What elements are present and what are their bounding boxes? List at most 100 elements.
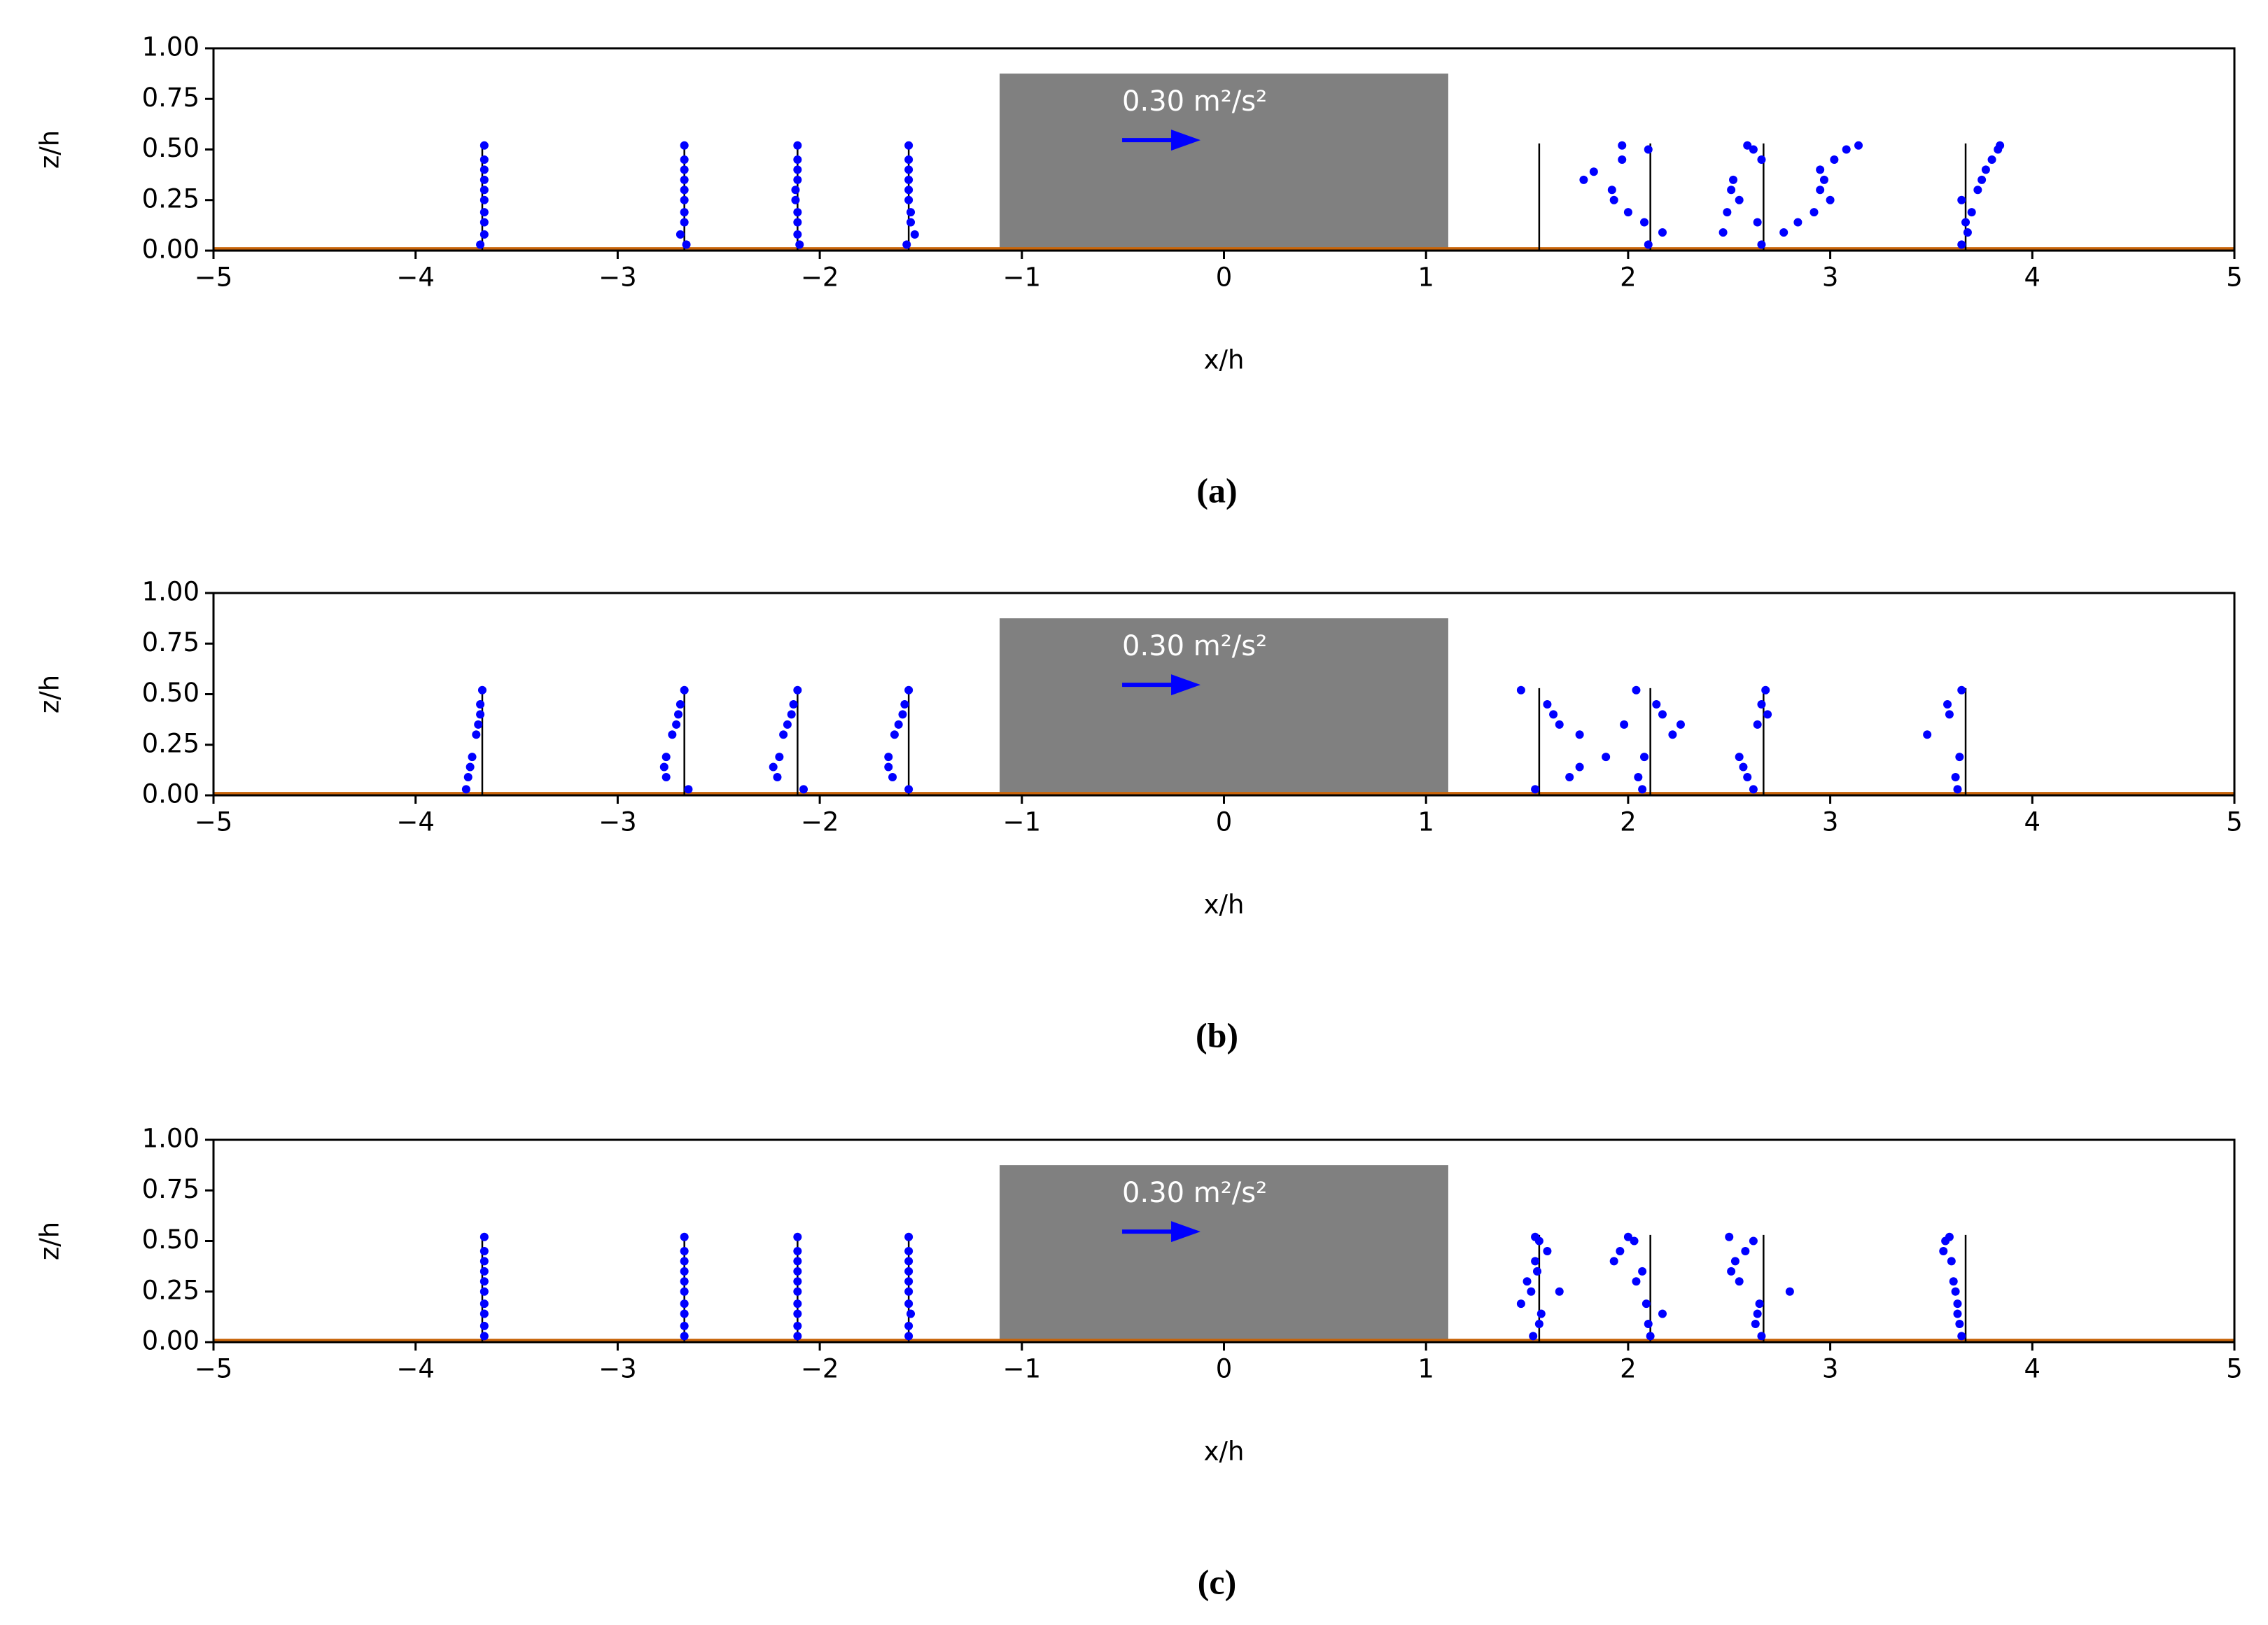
data-point [1555, 720, 1564, 729]
data-point [479, 1257, 489, 1266]
x-tick-label: 0 [1216, 807, 1233, 837]
x-tick-label: 2 [1620, 263, 1637, 293]
caption: (b) [1196, 1015, 1238, 1054]
data-point [1943, 699, 1952, 709]
data-point [1618, 155, 1627, 164]
x-tick-label: −4 [396, 807, 435, 837]
data-point [793, 208, 802, 217]
data-point [904, 155, 913, 164]
x-tick-label: −1 [1003, 807, 1042, 837]
data-point [1749, 785, 1758, 794]
data-point [1620, 720, 1629, 729]
data-point [479, 141, 489, 150]
data-point [1644, 1319, 1653, 1328]
data-point [1816, 165, 1825, 174]
data-point [1527, 1287, 1536, 1296]
data-point [1757, 155, 1766, 164]
x-tick-label: 0 [1216, 1354, 1233, 1384]
data-point [680, 1287, 689, 1296]
data-point [793, 1232, 802, 1241]
x-tick-label: 3 [1822, 263, 1839, 293]
data-point [479, 1321, 489, 1330]
data-point [1753, 218, 1762, 227]
data-point [1532, 1267, 1541, 1276]
data-point [793, 230, 802, 239]
annotation: 0.30 m²/s² [1122, 1177, 1267, 1209]
x-tick-label: −4 [396, 263, 435, 293]
data-point [904, 195, 913, 204]
y-axis-label: z/h [35, 130, 65, 169]
data-point [1531, 1257, 1540, 1266]
data-point [793, 141, 802, 150]
y-tick-label: 0.50 [142, 678, 200, 708]
data-point [1842, 145, 1851, 154]
x-tick-label: 5 [2226, 807, 2243, 837]
data-point [479, 1246, 489, 1255]
x-tick-label: −5 [195, 1354, 233, 1384]
caption: (a) [1196, 470, 1237, 510]
data-point [1809, 208, 1819, 217]
data-point [1753, 1309, 1762, 1318]
data-point [793, 1277, 802, 1286]
data-point [479, 155, 489, 164]
data-point [1967, 208, 1976, 217]
data-point [904, 1332, 913, 1341]
data-point [906, 1309, 916, 1318]
data-point [894, 720, 903, 729]
data-point [680, 1277, 689, 1286]
data-point [479, 1287, 489, 1296]
data-point [680, 218, 689, 227]
data-point [1644, 240, 1653, 249]
x-tick-label: 3 [1822, 1354, 1839, 1384]
x-tick-label: −2 [801, 263, 839, 293]
data-point [1763, 710, 1772, 719]
data-point [1949, 1277, 1958, 1286]
data-point [1757, 1332, 1766, 1341]
x-tick-label: 3 [1822, 807, 1839, 837]
data-point [1630, 1236, 1639, 1246]
y-tick-label: 0.50 [142, 1225, 200, 1255]
data-point [461, 785, 470, 794]
data-point [1996, 141, 2005, 150]
x-tick-label: 2 [1620, 1354, 1637, 1384]
data-point [1741, 1246, 1750, 1255]
data-point [793, 165, 802, 174]
data-point [904, 1321, 913, 1330]
data-point [1516, 1299, 1525, 1309]
data-point [791, 186, 800, 195]
data-point [680, 175, 689, 184]
data-point [904, 1246, 913, 1255]
data-point [904, 1287, 913, 1296]
data-point [787, 710, 796, 719]
data-point [1735, 753, 1744, 762]
x-tick-label: 5 [2226, 1354, 2243, 1384]
data-point [1945, 710, 1954, 719]
data-point [793, 1257, 802, 1266]
data-point [1947, 1257, 1956, 1266]
data-point [904, 1299, 913, 1309]
data-point [1761, 685, 1770, 695]
arrow-head [1171, 674, 1201, 696]
data-point [680, 195, 689, 204]
y-tick-label: 0.00 [142, 235, 200, 265]
x-tick-label: 1 [1418, 263, 1434, 293]
y-tick-label: 1.00 [142, 32, 200, 62]
data-point [1668, 730, 1677, 739]
data-point [1646, 1332, 1655, 1341]
data-point [476, 699, 485, 709]
x-tick-label: 4 [2024, 1354, 2041, 1384]
data-point [1522, 1277, 1532, 1286]
data-point [1739, 762, 1748, 772]
data-point [479, 1267, 489, 1276]
data-point [1725, 1232, 1734, 1241]
data-point [1516, 685, 1525, 695]
data-point [479, 1309, 489, 1318]
data-point [1730, 1257, 1740, 1266]
x-axis-label: x/h [1204, 890, 1245, 920]
data-point [1953, 1299, 1962, 1309]
data-point [1957, 240, 1966, 249]
data-point [791, 195, 800, 204]
y-tick-label: 0.00 [142, 779, 200, 809]
annotation: 0.30 m²/s² [1122, 85, 1267, 118]
